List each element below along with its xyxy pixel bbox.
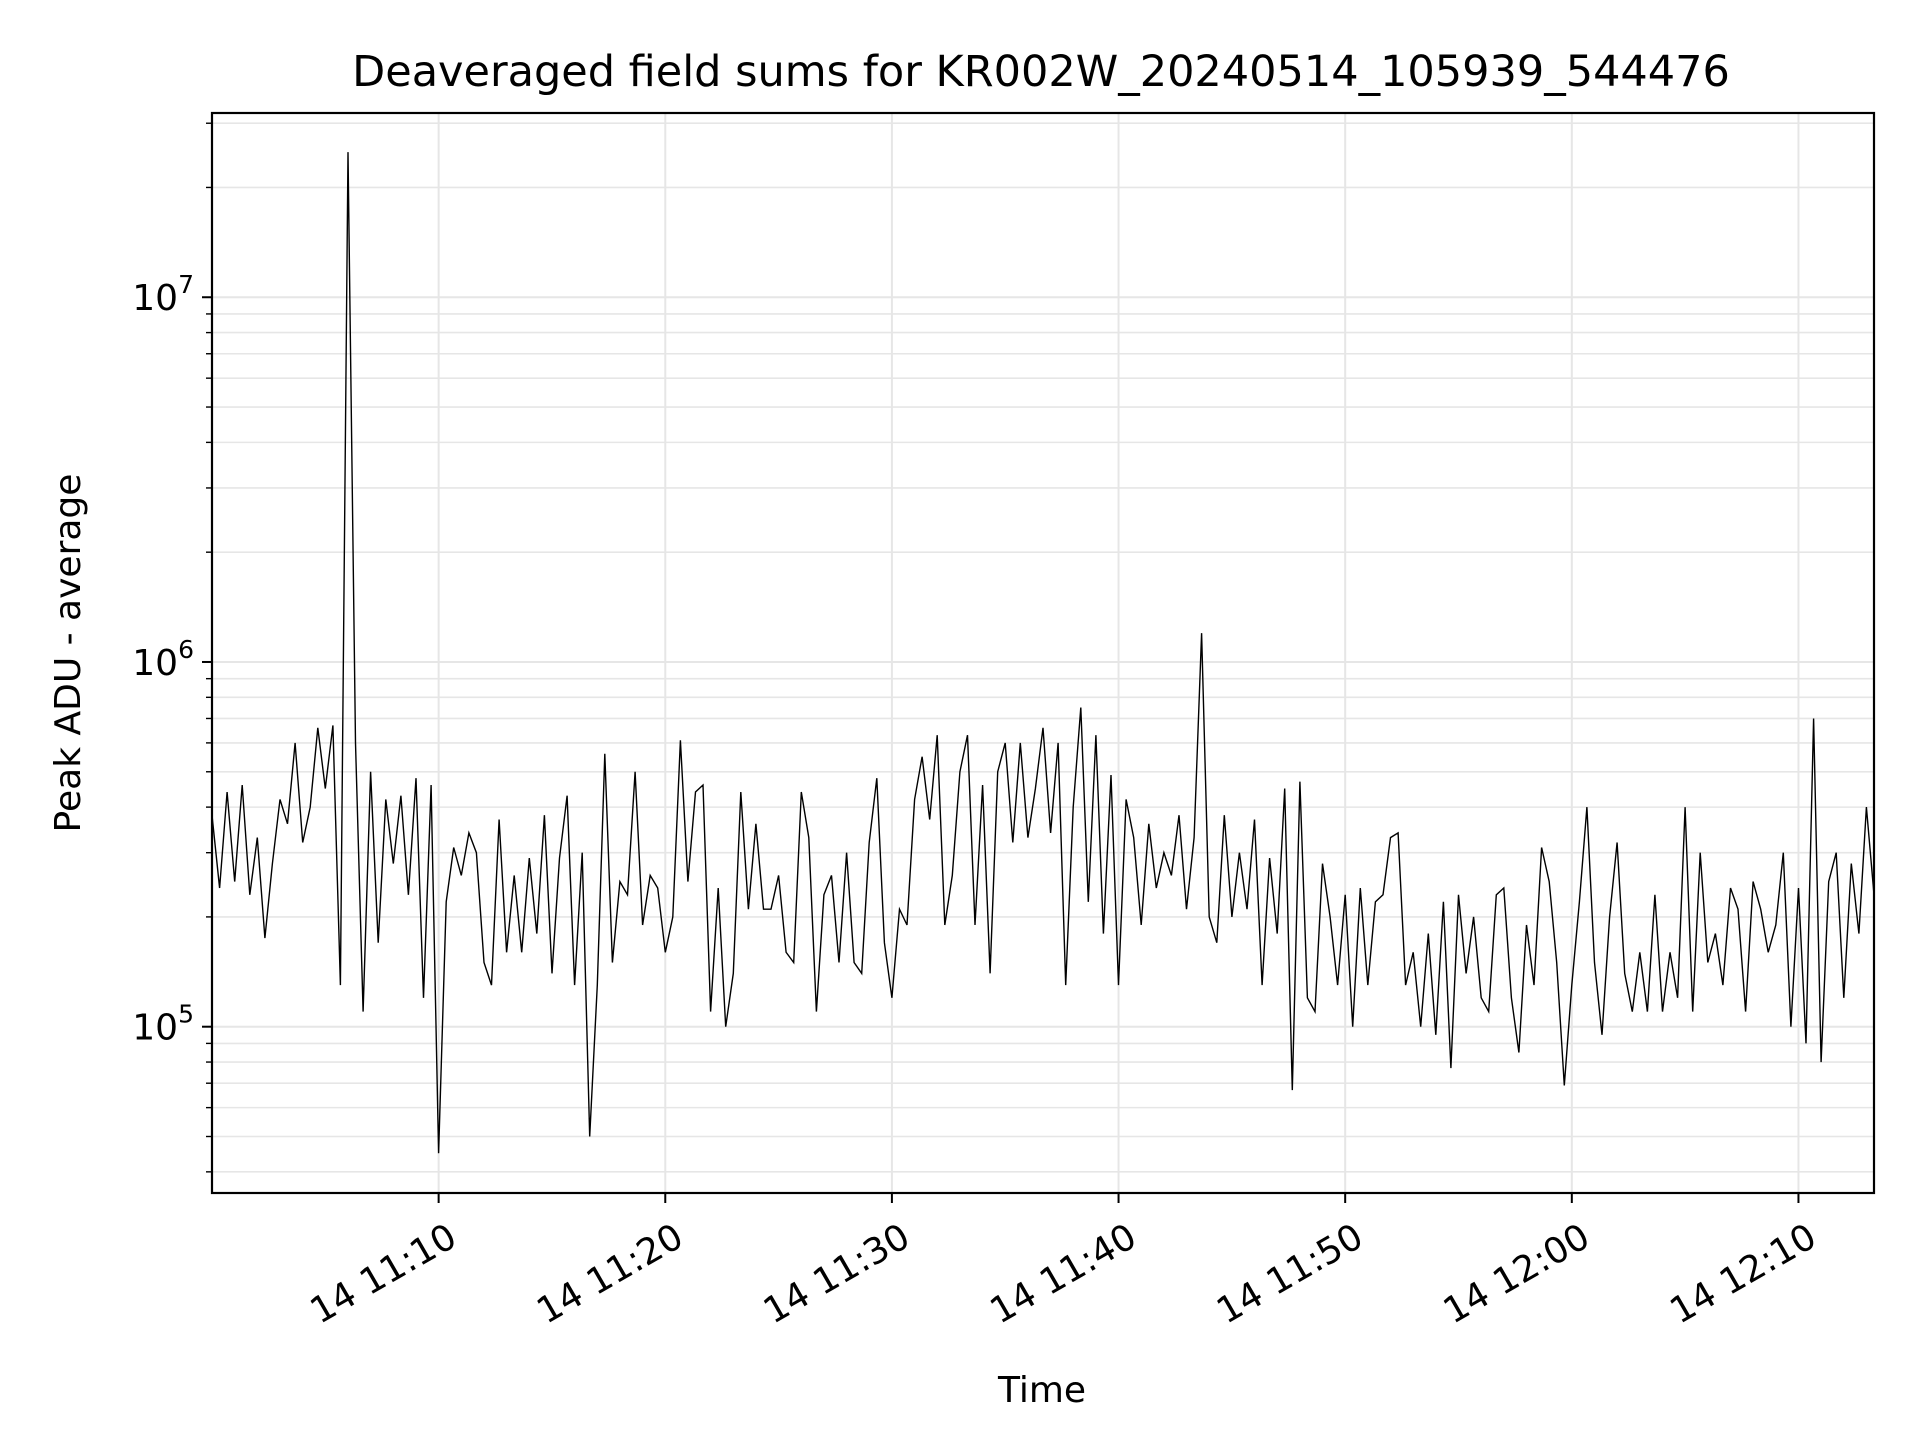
y-tick-label: 105	[132, 1000, 194, 1049]
y-tick-exponent: 5	[178, 1000, 194, 1029]
y-tick-exponent: 7	[178, 270, 194, 299]
y-tick-base: 10	[132, 643, 178, 684]
grid-layer	[212, 113, 1874, 1193]
x-axis-label: Time	[997, 1370, 1086, 1411]
plot-frame	[210, 111, 1876, 1195]
y-tick-base: 10	[132, 1008, 178, 1049]
data-series-line	[211, 152, 1875, 1154]
y-tick-label: 107	[132, 270, 194, 319]
y-tick-label: 106	[132, 635, 194, 684]
y-axis-label: Peak ADU - average	[48, 474, 89, 833]
line-layer	[211, 152, 1875, 1154]
y-tick-base: 10	[132, 278, 178, 319]
chart-title: Deaveraged field sums for KR002W_2024051…	[352, 47, 1730, 97]
y-tick-exponent: 6	[178, 635, 194, 664]
